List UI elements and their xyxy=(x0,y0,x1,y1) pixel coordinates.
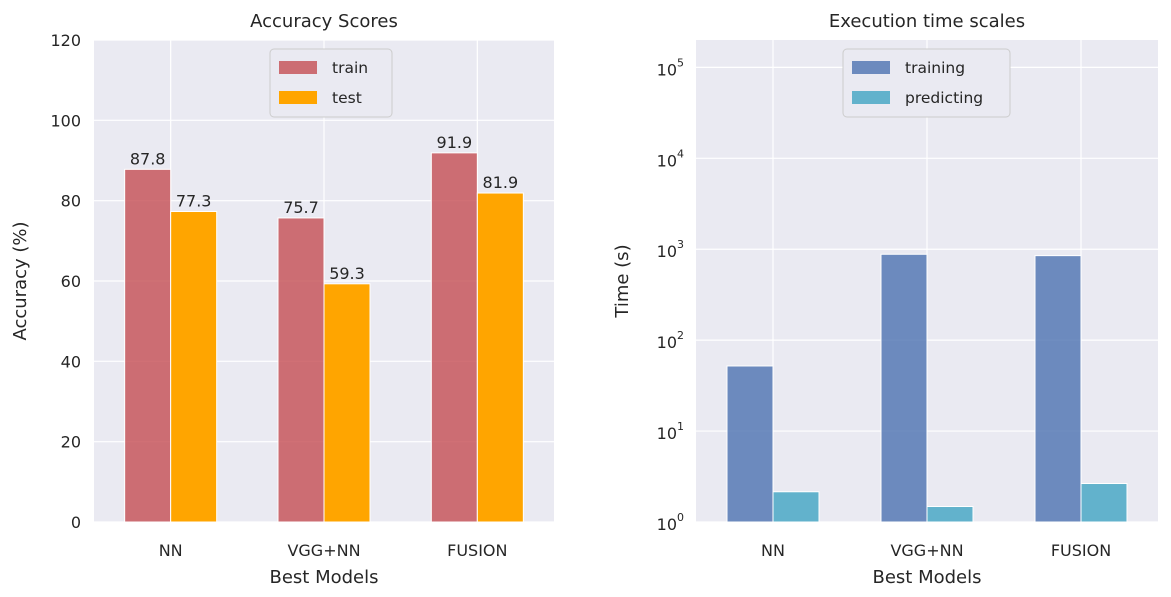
y-tick-base: 10 xyxy=(657,333,677,352)
y-tick-exponent: 4 xyxy=(677,147,684,160)
y-tick-base: 10 xyxy=(657,60,677,79)
y-tick-label: 80 xyxy=(61,192,81,211)
y-tick-label: 40 xyxy=(61,352,81,371)
y-tick-exponent: 5 xyxy=(677,56,684,69)
data-label: 81.9 xyxy=(483,173,519,192)
x-axis-label: Best Models xyxy=(269,567,378,588)
accuracy-chart: 87.8 75.7 91.9 77.3 59.3 81.9 0 20 40 60 80 100 120 N… xyxy=(10,11,554,588)
y-tick-label: 120 xyxy=(50,31,81,50)
bar-predicting xyxy=(772,491,820,523)
bar-training xyxy=(1034,255,1082,523)
y-tick-label: 10 xyxy=(657,515,677,534)
y-tick-label: 10 xyxy=(657,151,677,170)
x-tick-label: FUSION xyxy=(1051,541,1111,560)
x-tick-label: VGG+NN xyxy=(287,541,360,560)
y-tick-exponent: 3 xyxy=(677,238,684,251)
data-label: 91.9 xyxy=(437,133,473,152)
legend-swatch-train xyxy=(279,61,317,74)
y-tick-exponent: 0 xyxy=(677,511,684,524)
x-tick-label: NN xyxy=(159,541,183,560)
data-label: 77.3 xyxy=(176,192,212,211)
legend-swatch-predicting xyxy=(852,91,890,104)
bar-test xyxy=(476,192,524,523)
bar-predicting xyxy=(1080,483,1128,523)
y-tick-label: 20 xyxy=(61,433,81,452)
legend-label-training: training xyxy=(905,59,965,77)
y-tick-label: 10 xyxy=(657,242,677,261)
bar-training xyxy=(880,253,928,523)
bar-training xyxy=(726,365,774,523)
y-axis-label: Time (s) xyxy=(612,244,633,318)
legend-label-test: test xyxy=(332,89,362,107)
y-axis-label: Accuracy (%) xyxy=(10,221,31,340)
x-tick-label: NN xyxy=(761,541,785,560)
y-tick-label: 60 xyxy=(61,272,81,291)
y-tick-label: 0 xyxy=(71,513,81,532)
y-tick-exponent: 2 xyxy=(677,329,684,342)
y-tick-base: 10 xyxy=(657,242,677,261)
y-tick-label: 10 xyxy=(657,333,677,352)
legend-label-train: train xyxy=(332,59,368,77)
bar-train xyxy=(430,152,478,523)
chart-title: Accuracy Scores xyxy=(250,11,398,32)
data-label: 75.7 xyxy=(283,198,319,217)
x-tick-label: VGG+NN xyxy=(890,541,963,560)
legend-frame xyxy=(269,48,393,118)
y-tick-base: 10 xyxy=(657,515,677,534)
data-label: 59.3 xyxy=(329,264,365,283)
y-tick-base: 10 xyxy=(657,151,677,170)
legend: train test xyxy=(269,48,393,118)
bar-test xyxy=(170,211,218,523)
y-tick-label: 10 xyxy=(657,424,677,443)
data-label: 87.8 xyxy=(130,149,166,168)
bar-train xyxy=(124,168,172,523)
legend: training predicting xyxy=(842,48,1011,118)
y-tick-label: 10 xyxy=(657,60,677,79)
y-tick-base: 10 xyxy=(657,424,677,443)
legend-swatch-test xyxy=(279,91,317,104)
x-axis-label: Best Models xyxy=(872,567,981,588)
bar-predicting xyxy=(926,506,974,523)
chart-title: Execution time scales xyxy=(829,11,1025,32)
legend-label-predicting: predicting xyxy=(905,89,983,107)
bar-test xyxy=(323,283,371,523)
y-tick-label: 100 xyxy=(50,111,81,130)
legend-swatch-training xyxy=(852,61,890,74)
bar-train xyxy=(277,217,325,523)
y-tick-exponent: 1 xyxy=(677,420,684,433)
x-tick-label: FUSION xyxy=(447,541,507,560)
